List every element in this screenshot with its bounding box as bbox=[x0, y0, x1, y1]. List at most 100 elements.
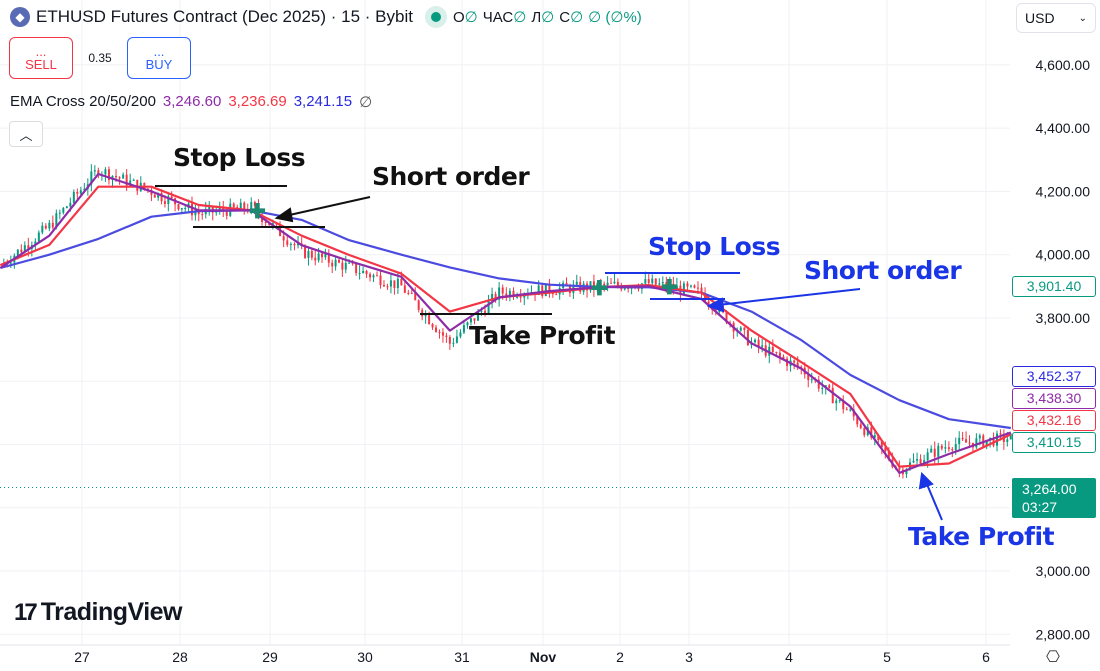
candle bbox=[661, 282, 664, 284]
ema-lines bbox=[0, 172, 1012, 474]
short-order-arrow-1[interactable] bbox=[284, 196, 371, 217]
candle bbox=[344, 263, 347, 270]
chevron-up-icon: ︿ bbox=[19, 127, 33, 143]
indicator-legend[interactable]: EMA Cross 20/50/200 3,246.60 3,236.69 3,… bbox=[10, 93, 372, 111]
y-tick-label: 3,000.00 bbox=[1036, 563, 1091, 579]
trade-panel: ... SELL 0.35 ... BUY bbox=[9, 37, 191, 79]
candle bbox=[257, 206, 260, 215]
price-tag: 3,901.40 bbox=[1012, 276, 1096, 297]
candle bbox=[544, 283, 547, 297]
candle bbox=[23, 245, 26, 253]
take-profit-arrow-2[interactable] bbox=[925, 481, 943, 521]
short-order-label-2[interactable]: Short order bbox=[804, 256, 962, 285]
candle bbox=[541, 285, 544, 297]
buy-button[interactable]: ... BUY bbox=[127, 37, 191, 79]
candle bbox=[190, 203, 193, 216]
candle bbox=[682, 283, 685, 294]
settings-icon[interactable]: ⎔ bbox=[1046, 649, 1060, 666]
stop-loss-label-2[interactable]: Stop Loss bbox=[648, 232, 781, 261]
candle bbox=[771, 346, 774, 352]
candle bbox=[445, 335, 448, 338]
candle bbox=[16, 249, 19, 256]
market-status-icon[interactable] bbox=[424, 6, 447, 28]
chevron-down-icon: ⌄ bbox=[1078, 12, 1087, 24]
ema20-value: 3,246.60 bbox=[162, 93, 222, 110]
candle bbox=[337, 259, 340, 263]
tradingview-logo[interactable]: 17 TradingView bbox=[14, 598, 183, 626]
take-profit-label-2[interactable]: Take Profit bbox=[908, 522, 1055, 551]
candle bbox=[658, 283, 661, 285]
symbol-title[interactable]: ETHUSD Futures Contract (Dec 2025) · 15 … bbox=[36, 7, 413, 26]
candle bbox=[996, 433, 998, 446]
candle bbox=[428, 314, 431, 325]
take-profit-label-1[interactable]: Take Profit bbox=[469, 321, 616, 350]
candle bbox=[644, 279, 647, 284]
x-tick-label: 30 bbox=[357, 649, 373, 665]
candle bbox=[184, 208, 187, 210]
candle bbox=[668, 283, 671, 289]
candle bbox=[599, 283, 602, 285]
candle bbox=[153, 194, 156, 198]
candle bbox=[170, 196, 173, 199]
candle bbox=[83, 188, 86, 191]
candle bbox=[51, 222, 54, 228]
candle bbox=[842, 400, 845, 410]
y-tick-label: 4,200.00 bbox=[1036, 183, 1091, 199]
candle bbox=[616, 281, 619, 286]
candle bbox=[34, 241, 37, 246]
candle bbox=[250, 202, 253, 212]
candle bbox=[435, 327, 438, 332]
short-order-label-1[interactable]: Short order bbox=[372, 162, 530, 191]
x-tick-label: 29 bbox=[262, 649, 278, 665]
candle bbox=[512, 290, 515, 297]
candle bbox=[696, 287, 699, 289]
candle bbox=[55, 213, 58, 228]
candle bbox=[304, 245, 307, 258]
candle bbox=[905, 469, 908, 475]
symbol-header: ◆ ETHUSD Futures Contract (Dec 2025) · 1… bbox=[10, 6, 642, 28]
ema20-line bbox=[0, 172, 1012, 474]
candle bbox=[796, 362, 799, 367]
candle bbox=[297, 243, 300, 246]
time-axis[interactable]: 27 28 29 30 31 Nov 2 3 4 5 6 bbox=[74, 649, 990, 665]
candle bbox=[665, 282, 668, 289]
candle bbox=[69, 202, 72, 207]
candle bbox=[20, 249, 23, 253]
collapse-legend-button[interactable]: ︿ bbox=[9, 121, 43, 147]
candle bbox=[491, 293, 494, 301]
x-tick-label: 2 bbox=[616, 649, 624, 665]
candle bbox=[501, 287, 504, 294]
candle bbox=[369, 274, 372, 278]
candle bbox=[487, 300, 490, 314]
currency-select[interactable]: USD ⌄ bbox=[1016, 3, 1096, 33]
x-tick-label: 4 bbox=[785, 649, 793, 665]
candle bbox=[548, 283, 551, 293]
candle bbox=[592, 281, 595, 290]
candle bbox=[97, 170, 100, 176]
candle bbox=[647, 279, 650, 284]
drawings[interactable]: ✚ ✚ ✚ bbox=[155, 185, 943, 521]
candle bbox=[508, 290, 511, 297]
candle bbox=[455, 336, 458, 343]
candle bbox=[477, 311, 480, 321]
stop-loss-label-1[interactable]: Stop Loss bbox=[173, 143, 306, 172]
candle bbox=[775, 351, 778, 353]
arrowhead-icon bbox=[706, 297, 725, 313]
candle bbox=[831, 387, 834, 404]
sell-button[interactable]: ... SELL bbox=[9, 37, 73, 79]
candle bbox=[686, 283, 689, 287]
candle bbox=[704, 293, 707, 302]
candle bbox=[167, 196, 170, 204]
candle bbox=[163, 201, 166, 204]
short-order-arrow-2[interactable] bbox=[717, 288, 861, 306]
candle bbox=[341, 262, 344, 270]
candle bbox=[498, 287, 501, 300]
grid bbox=[0, 0, 1010, 646]
candle bbox=[519, 296, 522, 298]
candle bbox=[115, 175, 118, 178]
hidden-icon[interactable]: ∅ bbox=[359, 94, 373, 111]
candle bbox=[324, 253, 327, 258]
price-axis[interactable]: 4,600.00 4,400.00 4,200.00 4,000.00 3,800.00… bbox=[1036, 57, 1091, 642]
candle bbox=[264, 221, 267, 224]
